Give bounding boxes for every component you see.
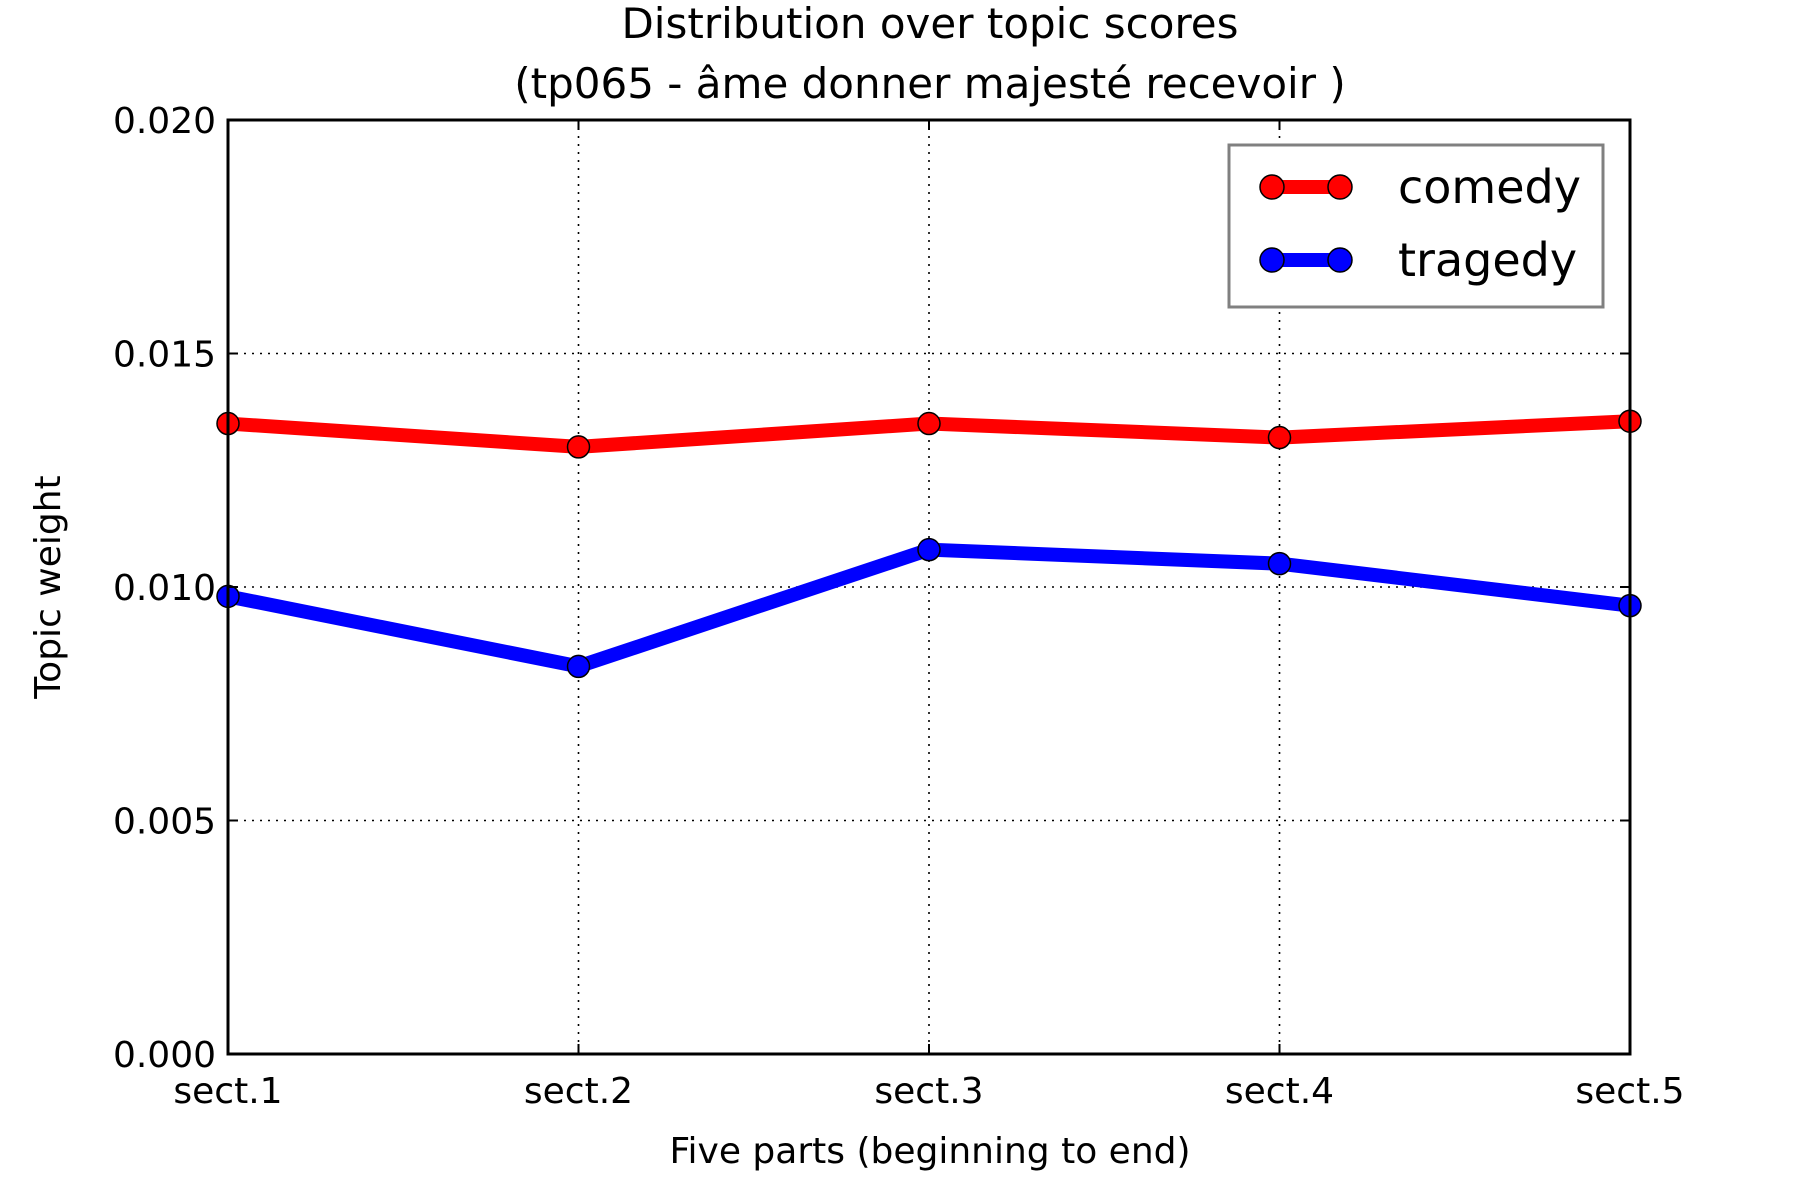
series-layer [216, 409, 1642, 679]
chart-subtitle: (tp065 - âme donner majesté recevoir ) [514, 59, 1345, 108]
x-tick-label: sect.4 [1225, 1071, 1334, 1112]
x-tick-label: sect.2 [524, 1071, 633, 1112]
y-tick-label: 0.005 [113, 802, 216, 843]
y-axis-label: Topic weight [28, 475, 69, 699]
legend-label-tragedy: tragedy [1398, 233, 1577, 287]
legend-marker-tragedy [1327, 247, 1353, 273]
data-point-tragedy [917, 537, 941, 562]
y-tick-label: 0.015 [113, 335, 216, 376]
legend: comedy tragedy [1227, 143, 1605, 309]
legend-marker-comedy [1259, 174, 1285, 200]
legend-label-comedy: comedy [1398, 160, 1581, 214]
x-tick-label: sect.3 [874, 1071, 983, 1112]
data-point-comedy [566, 435, 591, 459]
legend-items: comedy tragedy [1259, 160, 1581, 287]
x-tick-label: sect.5 [1575, 1071, 1684, 1112]
data-point-comedy [1267, 425, 1292, 450]
x-axis-label: Five parts (beginning to end) [669, 1131, 1190, 1172]
chart-title: Distribution over topic scores [621, 0, 1238, 48]
y-tick-label: 0.010 [113, 568, 216, 609]
y-axis-ticks: 0.000 0.005 0.010 0.015 0.020 [113, 101, 1630, 1076]
legend-marker-tragedy [1259, 247, 1285, 273]
data-point-tragedy [566, 654, 591, 679]
grid-lines [228, 120, 1630, 1054]
data-point-comedy [917, 411, 941, 436]
y-tick-label: 0.020 [113, 101, 216, 142]
x-axis-ticks: sect.1 sect.2 sect.3 sect.4 sect.5 [173, 120, 1685, 1112]
data-point-tragedy [1267, 551, 1292, 576]
x-tick-label: sect.1 [173, 1071, 282, 1112]
legend-frame [1227, 143, 1605, 309]
legend-marker-comedy [1327, 174, 1353, 200]
y-tick-label: 0.000 [113, 1035, 216, 1076]
